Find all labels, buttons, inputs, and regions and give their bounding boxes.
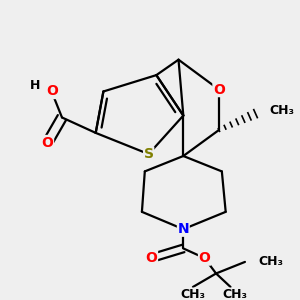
Text: S: S [144, 147, 154, 161]
Text: CH₃: CH₃ [181, 288, 206, 300]
Text: O: O [42, 136, 53, 149]
Text: O: O [213, 82, 225, 97]
Text: CH₃: CH₃ [269, 104, 294, 117]
Text: CH₃: CH₃ [223, 288, 248, 300]
Text: N: N [178, 222, 189, 236]
Text: O: O [46, 85, 58, 98]
Text: CH₃: CH₃ [258, 255, 284, 268]
Text: O: O [199, 251, 210, 265]
Text: H: H [30, 79, 40, 92]
Text: O: O [146, 251, 158, 265]
